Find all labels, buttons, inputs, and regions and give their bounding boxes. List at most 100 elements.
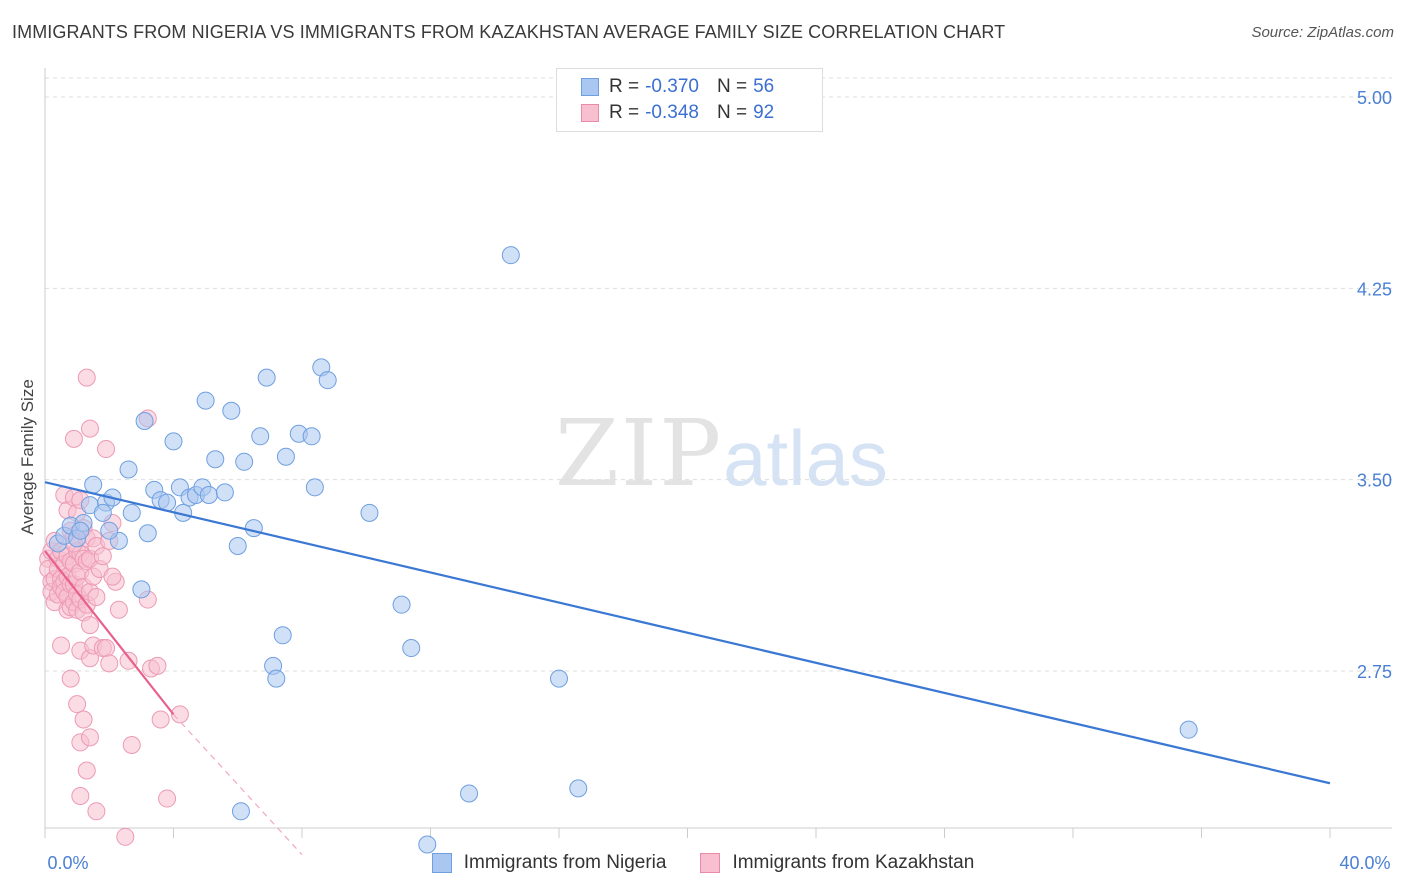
nigeria-points [48,246,1198,854]
kazakhstan-point [87,588,106,607]
legend-r-value: -0.370 [645,76,699,97]
series-legend-nigeria: Immigrants from Nigeria [431,852,667,874]
legend-swatch-nigeria [581,78,599,96]
tick-labels: 5.00 4.25 3.50 2.75 0.0% 40.0% [47,88,1392,873]
nigeria-point [550,669,568,688]
kazakhstan-point [80,419,99,438]
y-tick-label: 3.50 [1357,471,1392,491]
kazakhstan-point [74,710,93,729]
nigeria-point [273,626,292,645]
legend-r-value: -0.348 [645,102,699,123]
legend-r-label: R = [609,76,640,97]
nigeria-point [251,427,270,446]
kazakhstan-point [80,728,99,747]
kazakhstan-point [77,368,96,387]
nigeria-trend-line [44,481,1331,785]
kazakhstan-point [109,600,128,619]
kazakhstan-point [158,789,177,808]
legend-row-kazakhstan: R = -0.348 N = 92 [581,100,774,126]
kazakhstan-point [148,656,167,675]
nigeria-point [132,580,151,599]
kazakhstan-point [103,567,122,586]
grid-lines [45,77,1392,672]
nigeria-point [569,779,588,798]
legend-n-value: 56 [753,76,775,97]
nigeria-point [228,536,247,555]
series-label-kazakhstan: Immigrants from Kazakhstan [732,852,975,873]
y-tick-label: 2.75 [1357,662,1392,682]
nigeria-point [501,246,520,265]
kazakhstan-point [71,787,90,806]
legend-row-nigeria: R = -0.370 N = 56 [581,74,774,100]
nigeria-point [100,521,119,540]
nigeria-point [215,483,234,502]
kazakhstan-point [64,429,83,448]
x-tick-label: 40.0% [1339,853,1390,873]
legend: R = -0.370 N = 56 R = -0.348 N = 92 [556,68,823,132]
nigeria-point [71,521,90,540]
kazakhstan-point [61,669,80,688]
nigeria-point [1179,720,1198,739]
y-tick-label: 4.25 [1357,279,1392,299]
kazakhstan-point [122,735,141,754]
nigeria-point [135,411,154,430]
kazakhstan-point [170,705,189,724]
nigeria-point [257,368,276,387]
legend-n-value: 92 [753,102,775,123]
nigeria-point [418,835,437,854]
series-legend-kazakhstan: Immigrants from Kazakhstan [700,852,974,874]
nigeria-point [235,452,254,471]
nigeria-point [122,503,141,522]
watermark-zip: ZIP [555,400,724,507]
kazakhstan-point [100,654,119,673]
nigeria-point [196,391,215,410]
nigeria-point [276,447,295,466]
nigeria-point [93,503,112,522]
kazakhstan-point [93,547,112,566]
kazakhstan-trend-line [44,550,175,716]
kazakhstan-point [77,761,96,780]
nigeria-point [460,784,479,803]
nigeria-point [305,478,324,497]
nigeria-point [267,669,286,688]
kazakhstan-point [151,710,170,729]
legend-n-label: N = [716,76,748,97]
nigeria-point [231,802,250,821]
y-axis-label: Average Family Size [18,379,37,535]
nigeria-point [360,503,379,522]
axes [44,68,1392,838]
nigeria-point [392,595,411,614]
kazakhstan-point [119,651,138,670]
series-swatch-nigeria [431,853,452,873]
kazakhstan-point [116,827,135,846]
nigeria-point [318,371,337,390]
kazakhstan-point [87,802,106,821]
nigeria-point [119,460,138,479]
kazakhstan-point [68,695,87,714]
nigeria-point [402,639,421,658]
x-tick-label: 0.0% [47,853,88,873]
legend-n-label: N = [716,102,748,123]
kazakhstan-point [52,636,71,655]
nigeria-point [244,519,263,538]
legend-swatch-kazakhstan [581,104,599,122]
kazakhstan-point [97,639,116,658]
nigeria-point [206,450,225,469]
nigeria-point [302,427,321,446]
nigeria-point [222,401,241,420]
source-label: Source: ZipAtlas.com [1251,24,1394,41]
nigeria-point [84,475,103,494]
trend-lines [44,481,1331,856]
series-label-nigeria: Immigrants from Nigeria [463,852,667,873]
nigeria-point [199,485,218,504]
series-legend: Immigrants from Nigeria Immigrants from … [0,852,1406,874]
kazakhstan-point [97,440,116,459]
series-swatch-kazakhstan [700,853,721,873]
watermark: ZIPatlas [555,400,888,507]
nigeria-point [138,524,157,543]
nigeria-point [164,432,183,451]
kazakhstan-trend-extension [173,713,303,856]
kazakhstan-point [80,616,99,635]
watermark-atlas: atlas [723,414,888,502]
